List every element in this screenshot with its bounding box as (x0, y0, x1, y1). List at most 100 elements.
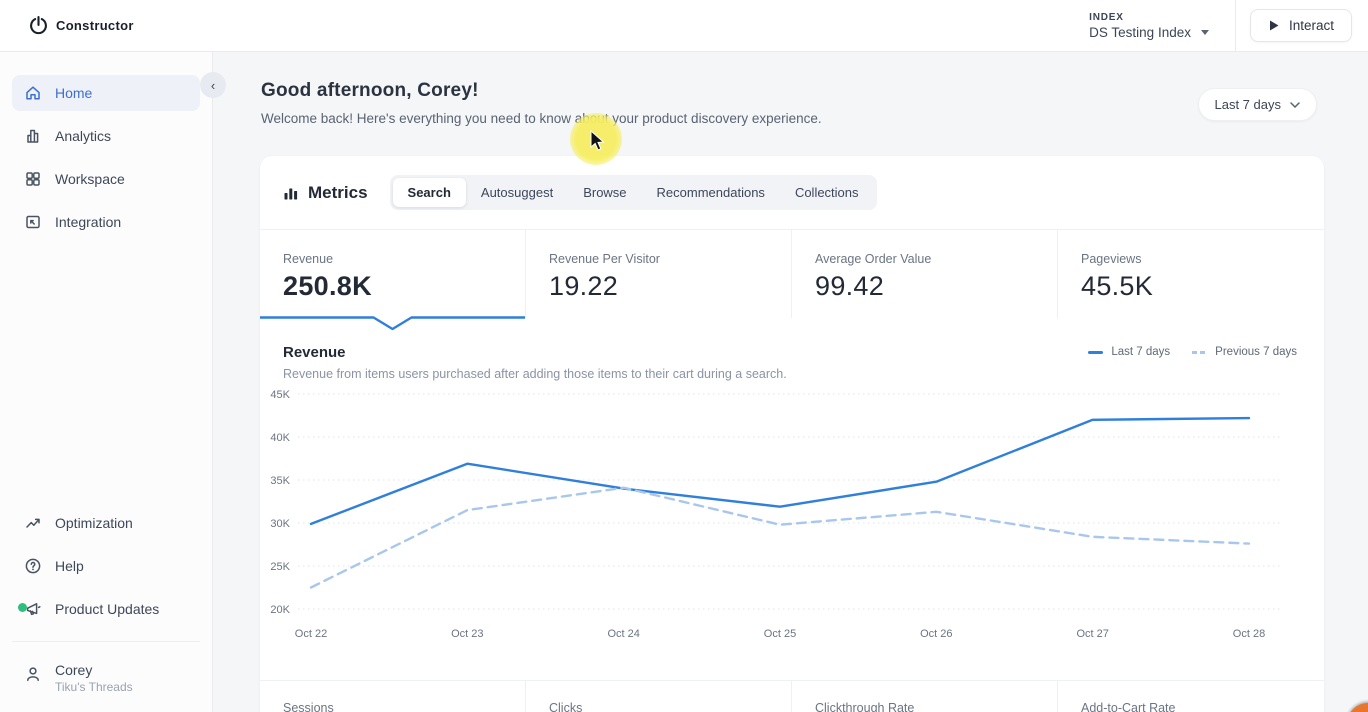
tab-autosuggest[interactable]: Autosuggest (466, 178, 568, 207)
legend-last-7-days[interactable]: Last 7 days (1088, 346, 1170, 358)
metric-value: 19.22 (549, 271, 619, 301)
legend-label: Previous 7 days (1215, 346, 1297, 358)
tab-search[interactable]: Search (392, 178, 466, 207)
index-label: INDEX (1089, 11, 1124, 23)
metric-label: Sessions (283, 701, 334, 712)
sidebar: Home Analytics Workspace Integration Opt… (0, 52, 213, 712)
user-account[interactable]: Corey Tiku's Threads (12, 654, 200, 702)
sidebar-item-workspace[interactable]: Workspace (12, 161, 200, 197)
tab-collections[interactable]: Collections (780, 178, 874, 207)
legend-label: Last 7 days (1111, 346, 1171, 358)
svg-text:Oct 25: Oct 25 (764, 628, 796, 640)
constructor-power-icon (28, 15, 49, 36)
sidebar-item-label: Product Updates (55, 601, 160, 617)
metric-card-clickthrough-rate[interactable]: Clickthrough Rate (792, 681, 1058, 712)
metric-label: Revenue Per Visitor (549, 252, 660, 266)
metric-card-revenue-per-visitor[interactable]: Revenue Per Visitor 19.22 (526, 230, 792, 318)
svg-text:Oct 27: Oct 27 (1076, 628, 1108, 640)
legend-previous-7-days[interactable]: Previous 7 days (1192, 346, 1297, 358)
metric-value: 250.8K (283, 271, 372, 301)
revenue-chart-section: Revenue Revenue from items users purchas… (260, 318, 1324, 680)
metric-value: 45.5K (1081, 271, 1154, 301)
dashed-line-swatch (1192, 350, 1208, 354)
chart-subtitle: Revenue from items users purchased after… (283, 367, 787, 381)
sidebar-item-label: Integration (55, 214, 122, 230)
brand-logo[interactable]: Constructor (28, 15, 134, 36)
metric-value: 99.42 (815, 271, 885, 301)
metric-label: Revenue (283, 252, 334, 266)
metric-label: Clickthrough Rate (815, 701, 915, 712)
revenue-line-chart: 45K 40K 35K 30K 25K 20K Oct 22 Oct 23 Oct 24 Oct … (270, 389, 1282, 640)
index-selector[interactable]: INDEX DS Testing Index (1089, 12, 1235, 40)
metrics-title: Metrics (308, 182, 368, 202)
sidebar-collapse-button[interactable]: ‹ (200, 72, 226, 98)
help-icon (25, 558, 41, 574)
sidebar-item-help[interactable]: Help (12, 548, 200, 584)
metric-card-average-order-value[interactable]: Average Order Value 99.42 (792, 230, 1058, 318)
metric-card-pageviews[interactable]: Pageviews 45.5K (1058, 230, 1324, 318)
notification-dot (18, 602, 27, 612)
svg-text:Oct 23: Oct 23 (451, 628, 483, 640)
solid-line-swatch (1088, 350, 1104, 354)
top-bar: Constructor INDEX DS Testing Index Inter… (0, 0, 1368, 52)
index-value: DS Testing Index (1089, 24, 1191, 40)
tab-recommendations[interactable]: Recommendations (642, 178, 780, 207)
metric-label: Pageviews (1081, 252, 1142, 266)
secondary-metric-cards-row: Sessions Clicks Clickthrough Rate Add-to… (260, 680, 1324, 712)
sidebar-item-optimization[interactable]: Optimization (12, 505, 200, 541)
sidebar-item-product-updates[interactable]: Product Updates (12, 591, 200, 627)
metrics-panel: Metrics Search Autosuggest Browse Recomm… (260, 156, 1324, 712)
sidebar-item-home[interactable]: Home (12, 75, 200, 111)
metric-cards-row: Revenue 250.8K Revenue Per Visitor 19.22… (260, 230, 1324, 331)
topbar-divider (1234, 0, 1236, 52)
metric-card-sessions[interactable]: Sessions (260, 681, 526, 712)
metrics-tab-group: Search Autosuggest Browse Recommendation… (389, 175, 877, 210)
sidebar-item-label: Analytics (55, 128, 112, 144)
chart-legend: Last 7 days Previous 7 days (1088, 346, 1297, 358)
metric-label: Add-to-Cart Rate (1081, 701, 1176, 712)
interact-button[interactable]: Interact (1249, 9, 1352, 42)
sidebar-item-integration[interactable]: Integration (12, 204, 200, 240)
chevron-down-icon (1200, 29, 1209, 35)
page-title: Good afternoon, Corey! (261, 80, 479, 101)
svg-text:Oct 26: Oct 26 (920, 628, 952, 640)
metric-label: Average Order Value (815, 252, 932, 266)
svg-text:45K: 45K (270, 389, 290, 401)
grid-icon (26, 172, 40, 186)
megaphone-icon (26, 603, 41, 616)
sidebar-item-label: Optimization (55, 515, 133, 531)
trend-up-icon (26, 518, 40, 528)
chart-title: Revenue (283, 344, 346, 361)
brand-name: Constructor (56, 18, 134, 33)
svg-text:20K: 20K (270, 604, 290, 616)
metric-card-add-to-cart-rate[interactable]: Add-to-Cart Rate (1058, 681, 1324, 712)
metrics-panel-header: Metrics Search Autosuggest Browse Recomm… (260, 156, 1324, 230)
window-arrow-icon (26, 215, 40, 229)
metric-card-revenue[interactable]: Revenue 250.8K (260, 230, 526, 331)
metric-label: Clicks (549, 701, 583, 712)
sidebar-divider (12, 641, 200, 642)
date-range-label: Last 7 days (1214, 97, 1282, 112)
main-content: Good afternoon, Corey! Welcome back! Her… (214, 52, 1368, 712)
date-range-filter[interactable]: Last 7 days (1197, 88, 1317, 121)
svg-text:35K: 35K (270, 475, 290, 487)
sidebar-item-label: Workspace (55, 171, 125, 187)
home-icon (26, 86, 40, 100)
tab-browse[interactable]: Browse (568, 178, 641, 207)
bar-chart-icon (27, 129, 39, 143)
svg-text:Oct 24: Oct 24 (607, 628, 639, 640)
sidebar-item-label: Help (55, 558, 84, 574)
metrics-icon (284, 188, 298, 199)
svg-text:30K: 30K (270, 518, 290, 530)
interact-label: Interact (1288, 18, 1334, 33)
greeting-block: Good afternoon, Corey! Welcome back! Her… (261, 80, 822, 126)
page-subtitle: Welcome back! Here's everything you need… (261, 111, 822, 126)
play-icon (1268, 19, 1280, 32)
metric-card-clicks[interactable]: Clicks (526, 681, 792, 712)
chevron-down-icon (1290, 101, 1300, 108)
sidebar-item-analytics[interactable]: Analytics (12, 118, 200, 154)
chat-widget-button[interactable] (1347, 703, 1368, 712)
svg-text:Oct 22: Oct 22 (295, 628, 327, 640)
sidebar-item-label: Home (55, 85, 93, 101)
user-org: Tiku's Threads (55, 680, 133, 694)
